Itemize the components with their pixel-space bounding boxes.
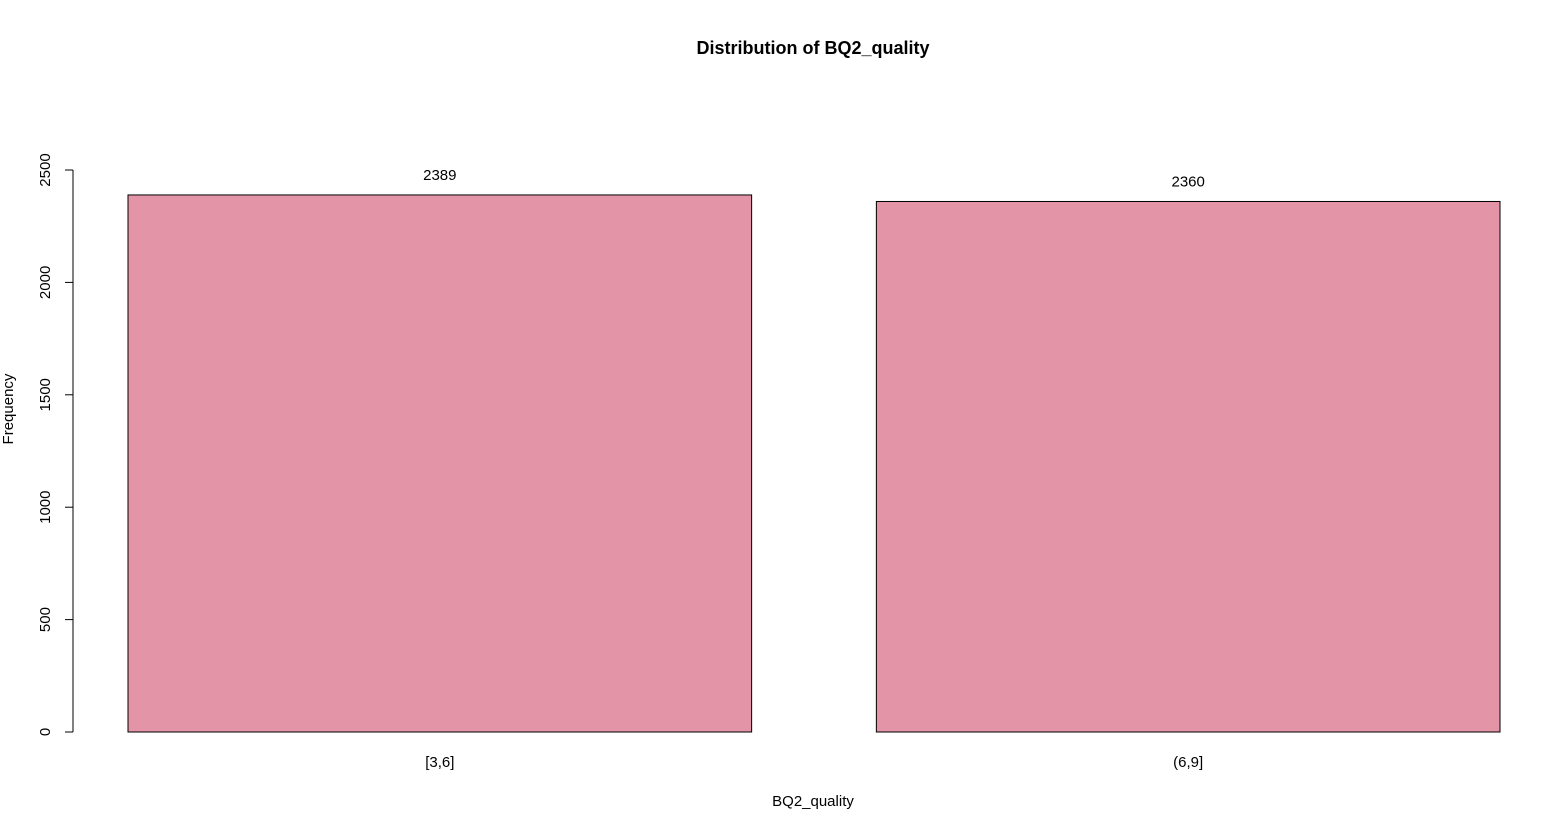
- bar-value-label: 2360: [1171, 173, 1204, 190]
- y-tick-label: 2500: [37, 153, 54, 186]
- bar: [875, 200, 1501, 733]
- y-tick-label: 1000: [37, 491, 54, 524]
- y-tick-label: 1500: [37, 378, 54, 411]
- y-tick-label: 0: [37, 728, 54, 736]
- x-tick-labels: [3,6] (6,9]: [425, 754, 1203, 771]
- x-tick-label: [3,6]: [425, 754, 454, 771]
- bar: [127, 194, 753, 733]
- y-axis: 0 500 1000 1500 2000 2500: [37, 153, 74, 736]
- bar-value-label: 2389: [423, 167, 456, 184]
- y-tick-label: 2000: [37, 266, 54, 299]
- x-axis-label: BQ2_quality: [772, 793, 854, 810]
- x-tick-label: (6,9]: [1173, 754, 1203, 771]
- chart-title: Distribution of BQ2_quality: [696, 38, 929, 58]
- y-tick-label: 500: [37, 607, 54, 632]
- y-axis-label: Frequency: [0, 373, 17, 444]
- data-labels: 2389 2360: [423, 167, 1205, 191]
- bars: [127, 194, 1501, 733]
